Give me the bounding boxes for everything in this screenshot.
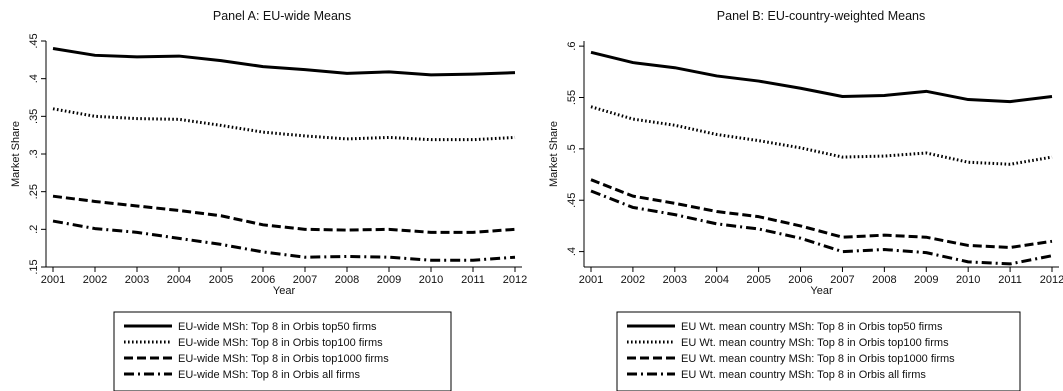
legend-label: EU-wide MSh: Top 8 in Orbis top1000 firm… [178,353,389,365]
legend: EU-wide MSh: Top 8 in Orbis top50 firms E… [113,311,452,391]
x-axis-label: Year [810,285,833,297]
legend-label: EU-wide MSh: Top 8 in Orbis top100 firms [178,337,383,349]
x-tick-label: 2007 [293,274,317,286]
legend-label: EU Wt. mean country MSh: Top 8 in Orbis … [681,353,955,365]
series-line-2 [590,105,1053,166]
x-tick-label: 2011 [461,274,485,286]
y-tick-label: .4 [566,247,578,256]
x-tick-label: 2003 [663,274,687,286]
panel-a: Panel A: EU-wide Means .15 .2 .25 .3 .35 .4 .45… [10,9,527,391]
x-tick-label: 2006 [788,274,812,286]
x-tick-label: 2009 [914,274,938,286]
legend-label: EU Wt. mean country MSh: Top 8 in Orbis … [681,369,926,381]
series-line-4 [590,189,1053,266]
y-axis-label: Market Share [548,121,560,187]
chart-title: Panel B: EU-country-weighted Means [717,9,925,23]
chart-title: Panel A: EU-wide Means [213,9,351,23]
x-tick-label: 2004 [167,274,191,286]
x-tick-label: 2006 [251,274,275,286]
y-tick-label: .3 [28,149,40,158]
x-tick-label: 2003 [125,274,149,286]
x-tick-label: 2010 [956,274,980,286]
x-tick-label: 2008 [335,274,359,286]
y-tick-label: .4 [28,74,40,83]
series-line-1 [590,50,1053,104]
x-tick-label: 2001 [41,274,65,286]
legend: EU Wt. mean country MSh: Top 8 in Orbis … [616,311,1021,391]
y-tick-label: .55 [566,90,578,105]
y-axis-label: Market Share [10,121,22,187]
legend-box [616,311,1021,391]
y-tick-label: .45 [28,33,40,48]
x-tick-label: 2001 [579,274,603,286]
x-tick-label: 2005 [746,274,770,286]
x-tick-label: 2005 [209,274,233,286]
series-line-3 [52,194,516,234]
x-tick-label: 2009 [377,274,401,286]
x-tick-label: 2012 [1040,274,1063,286]
y-tick-label: .45 [566,193,578,208]
x-tick-label: 2002 [621,274,645,286]
x-tick-label: 2007 [830,274,854,286]
legend-label: EU Wt. mean country MSh: Top 8 in Orbis … [681,321,943,333]
y-tick-label: .35 [28,109,40,124]
legend-label: EU Wt. mean country MSh: Top 8 in Orbis … [681,337,949,349]
y-tick-label: .2 [28,225,40,234]
y-tick-label: .6 [566,42,578,51]
y-tick-label: .25 [28,184,40,199]
x-tick-label: 2010 [419,274,443,286]
series-line-4 [52,219,516,262]
series-line-2 [52,107,516,142]
panel-b: Panel B: EU-country-weighted Means .4 .45.… [548,9,1063,391]
x-axis-label: Year [273,285,296,297]
x-tick-label: 2011 [998,274,1022,286]
x-tick-label: 2008 [872,274,896,286]
x-tick-label: 2002 [83,274,107,286]
legend-label: EU-wide MSh: Top 8 in Orbis all firms [178,369,360,381]
legend-label: EU-wide MSh: Top 8 in Orbis top50 firms [178,321,377,333]
y-tick-label: .5 [566,144,578,153]
x-tick-label: 2004 [704,274,728,286]
y-tick-label: .15 [28,259,40,274]
series-line-1 [52,47,516,77]
series-line-3 [590,178,1053,249]
x-tick-label: 2012 [503,274,527,286]
